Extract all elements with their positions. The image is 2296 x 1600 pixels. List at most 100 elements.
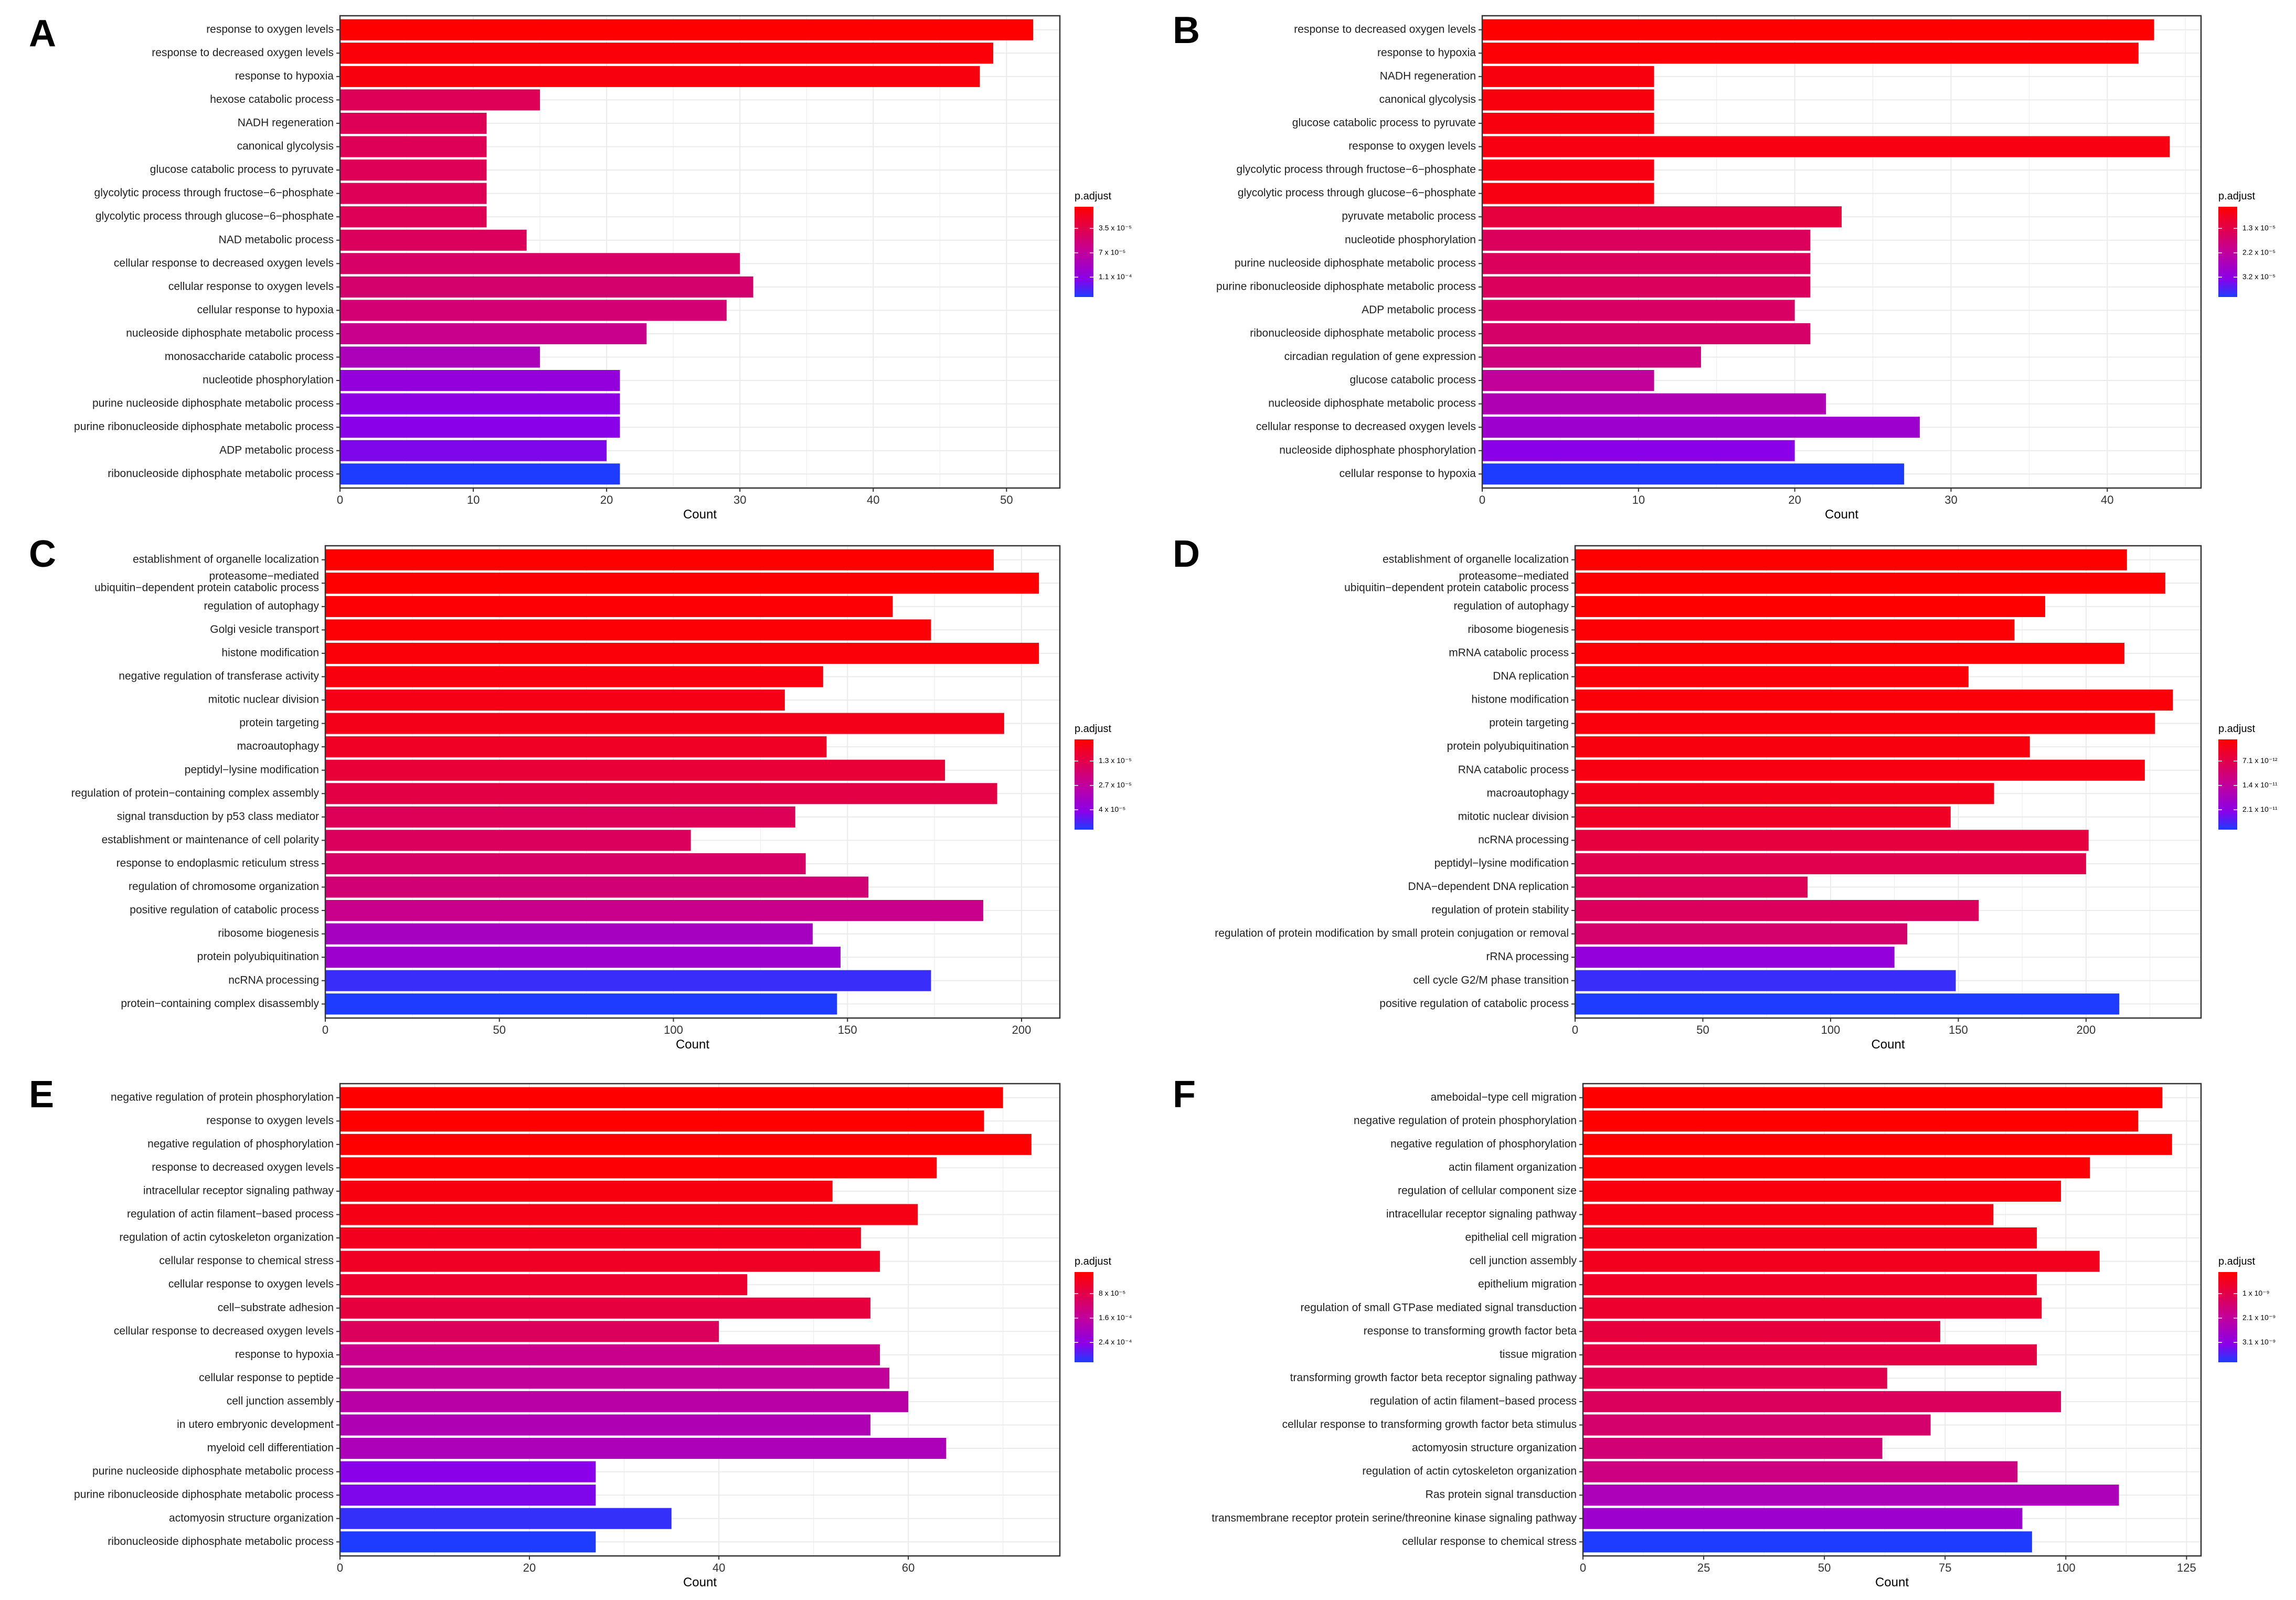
panel-f-category-label: epithelial cell migration — [1465, 1232, 1577, 1244]
panel-a-x-tick-label: 10 — [467, 493, 480, 506]
panel-b-bar — [1482, 89, 1654, 111]
panel-f-legend-colorbar — [2218, 1272, 2237, 1362]
panel-f-category-label: cellular response to chemical stress — [1402, 1535, 1577, 1548]
panel-a-bar — [340, 66, 980, 87]
panel-f-bar — [1583, 1087, 2163, 1108]
panel-e-legend-label: 1.6 x 10⁻⁴ — [1099, 1313, 1132, 1321]
panel-f-x-tick-label: 125 — [2177, 1561, 2196, 1574]
panel-f-bar — [1583, 1485, 2119, 1506]
panel-a-category-label: response to oxygen levels — [206, 23, 334, 35]
panel-f-bar — [1583, 1461, 2018, 1482]
panel-f-bar — [1583, 1204, 1994, 1225]
panel-b-bar — [1482, 66, 1654, 87]
panel-a-bar — [340, 276, 753, 298]
panel-d-x-tick-label: 200 — [2077, 1023, 2096, 1036]
panel-c-bar — [325, 876, 869, 898]
panel-c-bar — [325, 900, 984, 921]
panel-f-category-label: negative regulation of protein phosphory… — [1354, 1115, 1577, 1127]
panel-e-bar — [340, 1438, 947, 1459]
panel-a-bar — [340, 370, 620, 391]
panel-c-legend-label: 2.7 x 10⁻⁵ — [1099, 780, 1132, 789]
panel-a-bar — [340, 183, 487, 204]
panel-c-x-tick-label: 50 — [493, 1023, 506, 1036]
panel-e-category-label: regulation of actin filament−based proce… — [127, 1208, 334, 1220]
panel-a-category-label: glucose catabolic process to pyruvate — [150, 164, 334, 176]
panel-c-category-label: signal transduction by p53 class mediato… — [117, 810, 319, 822]
panel-e-bar — [340, 1485, 596, 1506]
panel-c-bar — [325, 573, 1039, 594]
panel-f-legend: p.adjust 1 x 10⁻⁹ 2.1 x 10⁻⁹ 3.1 x 10⁻⁹ — [2218, 1256, 2276, 1362]
panel-b-bar — [1482, 440, 1795, 461]
panel-e-letter: E — [29, 1074, 54, 1116]
panel-e-bar — [340, 1531, 596, 1553]
panel-a-x-axis-title: Count — [683, 507, 717, 522]
panel-c-bar — [325, 970, 931, 991]
panel-b-letter: B — [1173, 9, 1200, 51]
panel-c-legend-label: 4 x 10⁻⁵ — [1099, 805, 1125, 813]
panel-a-legend: p.adjust 3.5 x 10⁻⁵ 7 x 10⁻⁵ 1.1 x 10⁻⁴ — [1075, 190, 1132, 297]
panel-b-legend-label: 2.2 x 10⁻⁵ — [2242, 248, 2276, 256]
panel-e-category-label: purine ribonucleoside diphosphate metabo… — [74, 1489, 334, 1501]
panel-c-bar — [325, 549, 994, 570]
panel-e-bar — [340, 1368, 890, 1389]
panel-a-bar — [340, 43, 993, 64]
panel-d-bar — [1575, 876, 1808, 898]
panel-a-category-label: cellular response to hypoxia — [197, 304, 334, 316]
panel-d-category-label: macroautophagy — [1487, 787, 1569, 799]
panel-e-x-tick-label: 40 — [713, 1561, 725, 1574]
panel-c-category-label: positive regulation of catabolic process — [130, 904, 319, 916]
panel-b-category-label: nucleoside diphosphate metabolic process — [1268, 397, 1476, 409]
panel-e-bar — [340, 1133, 1032, 1155]
panel-d-legend: p.adjust 7.1 x 10⁻¹² 1.4 x 10⁻¹¹ 2.1 x 10⁻¹… — [2218, 723, 2278, 830]
panel-d-bar — [1575, 596, 2045, 617]
panel-f-bar — [1583, 1344, 2037, 1365]
panel-b-bar — [1482, 346, 1701, 368]
panel-b-bar — [1482, 393, 1826, 415]
panel-d-bar — [1575, 783, 1994, 804]
panel-a-bar — [340, 89, 540, 111]
panel-c-bar — [325, 596, 893, 617]
panel-d-x-tick-label: 100 — [1821, 1023, 1841, 1036]
panel-c-legend: p.adjust 1.3 x 10⁻⁵ 2.7 x 10⁻⁵ 4 x 10⁻⁵ — [1075, 723, 1132, 830]
panel-b-category-label: response to decreased oxygen levels — [1294, 23, 1476, 35]
panel-d-category-label: RNA catabolic process — [1458, 764, 1569, 776]
panel-f-category-label: transforming growth factor beta receptor… — [1290, 1372, 1577, 1384]
panel-a-category-label: response to decreased oxygen levels — [152, 47, 334, 59]
panel-e-x-tick-label: 60 — [902, 1561, 915, 1574]
panel-b-category-label: NADH regeneration — [1380, 70, 1476, 82]
panel-f-x-tick-label: 0 — [1580, 1561, 1586, 1574]
panel-c-category-label: regulation of autophagy — [204, 600, 319, 612]
panel-f-bar — [1583, 1227, 2037, 1249]
panel-d-category-label: mitotic nuclear division — [1458, 810, 1569, 822]
panel-f-legend-title: p.adjust — [2218, 1256, 2255, 1267]
panel-f-legend-label: 3.1 x 10⁻⁹ — [2242, 1338, 2276, 1346]
panel-a-letter: A — [29, 13, 56, 55]
panel-f-category-label: regulation of actin cytoskeleton organiz… — [1362, 1465, 1577, 1477]
panel-d-legend-label: 7.1 x 10⁻¹² — [2242, 756, 2278, 765]
panel-e-category-label: response to oxygen levels — [206, 1115, 334, 1127]
panel-e-bar — [340, 1087, 1003, 1108]
panel-b-category-label: purine ribonucleoside diphosphate metabo… — [1216, 280, 1476, 292]
panel-c-frame — [324, 545, 1061, 1019]
panel-b-bar — [1482, 183, 1654, 204]
panel-b-x-tick-label: 20 — [1788, 493, 1801, 506]
panel-c-bar — [325, 642, 1039, 664]
panel-e-bar — [340, 1180, 833, 1202]
panel-e-category-label: ribonucleoside diphosphate metabolic pro… — [108, 1535, 334, 1548]
panel-e-category-label: negative regulation of protein phosphory… — [111, 1091, 334, 1103]
panel-a-category-label: cellular response to decreased oxygen le… — [114, 257, 334, 269]
panel-b-bar — [1482, 136, 2170, 157]
panel-c-x-tick-label: 100 — [664, 1023, 683, 1036]
panel-b-bar — [1482, 276, 1811, 298]
panel-a-bar — [340, 112, 487, 134]
panel-e-x-axis-title: Count — [683, 1575, 717, 1590]
panel-b-x-tick-label: 40 — [2101, 493, 2113, 506]
panel-b-bar — [1482, 160, 1654, 181]
panel-f-x-tick-label: 100 — [2056, 1561, 2076, 1574]
panel-b-legend-label: 1.3 x 10⁻⁵ — [2242, 224, 2276, 232]
panel-a-category-label: purine nucleoside diphosphate metabolic … — [92, 397, 334, 409]
panel-b-category-label: glycolytic process through fructose−6−ph… — [1237, 164, 1476, 176]
panel-b-bar — [1482, 463, 1905, 485]
panel-f-x-tick-label: 50 — [1818, 1561, 1831, 1574]
